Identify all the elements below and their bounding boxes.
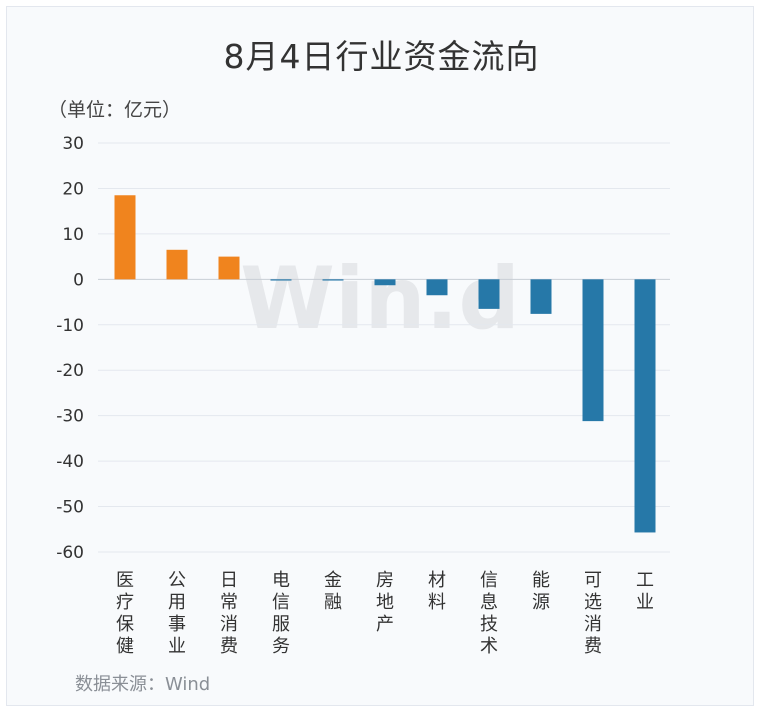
bar (634, 279, 656, 533)
bar (374, 279, 396, 286)
y-tick-label: -10 (56, 316, 84, 336)
chart-card (6, 6, 754, 706)
bar (530, 279, 552, 314)
unit-label: （单位：亿元） (48, 99, 182, 121)
y-tick-label: 0 (73, 270, 84, 290)
bar (166, 249, 188, 280)
bar (322, 279, 344, 281)
bar (270, 279, 292, 281)
category-label: 金融 (324, 570, 342, 613)
category-label: 医疗保健 (116, 570, 134, 657)
bar (426, 279, 448, 296)
watermark: Win.d (240, 249, 520, 349)
bar (582, 279, 604, 422)
y-tick-label: 10 (62, 225, 84, 245)
y-tick-label: -50 (56, 498, 84, 518)
category-label: 公用事业 (168, 570, 186, 657)
y-tick-label: -20 (56, 361, 84, 381)
bar (218, 256, 240, 280)
bar (478, 279, 500, 309)
source-note: 数据来源：Wind (75, 674, 211, 695)
category-label: 材料 (428, 570, 446, 613)
y-tick-label: -60 (56, 543, 84, 563)
y-tick-label: 30 (62, 134, 84, 154)
y-tick-label: -30 (56, 407, 84, 427)
bar (114, 195, 136, 280)
y-tick-label: -40 (56, 452, 84, 472)
category-label: 日常消费 (220, 570, 238, 657)
y-tick-label: 20 (62, 179, 84, 199)
category-label: 信息技术 (480, 570, 498, 657)
category-label: 能源 (532, 570, 550, 613)
category-label: 工业 (636, 570, 654, 613)
chart-title: 8月4日行业资金流向 (223, 37, 540, 76)
category-label: 电信服务 (272, 570, 290, 657)
category-label: 房地产 (376, 570, 394, 635)
category-label: 可选消费 (584, 570, 602, 657)
